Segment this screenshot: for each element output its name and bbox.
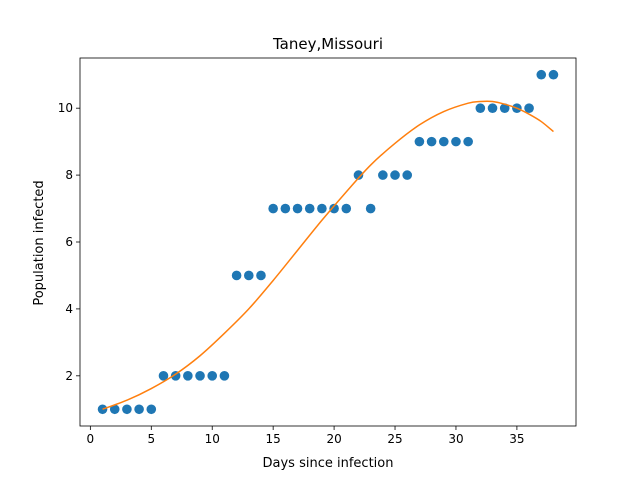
data-point <box>536 69 547 80</box>
data-point <box>414 136 425 147</box>
data-point <box>390 170 400 180</box>
data-point <box>256 270 266 281</box>
x-tick-label: 10 <box>205 432 220 446</box>
x-tick-label: 25 <box>387 432 402 446</box>
y-tick-label: 4 <box>65 302 73 316</box>
data-point <box>341 203 352 214</box>
data-point <box>353 170 364 180</box>
y-axis-label: Population infected <box>32 180 47 305</box>
x-tick-label: 5 <box>147 432 155 446</box>
data-point <box>134 404 144 415</box>
data-point <box>122 404 132 415</box>
data-point <box>378 170 388 180</box>
data-point <box>219 371 230 381</box>
data-point <box>463 136 473 147</box>
data-point <box>451 136 461 147</box>
data-point <box>146 404 157 415</box>
data-point <box>426 136 437 147</box>
axes-frame <box>79 57 577 427</box>
data-point <box>438 136 449 147</box>
data-point <box>280 203 291 214</box>
data-point <box>304 203 315 214</box>
data-point <box>183 371 193 381</box>
x-tick-label: 20 <box>326 432 341 446</box>
x-tick-label: 15 <box>266 432 281 446</box>
x-axis-label: Days since infection <box>263 456 394 471</box>
data-point <box>487 103 498 113</box>
y-tick-label: 8 <box>65 168 73 182</box>
data-point <box>231 270 242 281</box>
data-point <box>207 371 218 381</box>
data-point <box>97 404 108 415</box>
data-point <box>268 203 278 214</box>
data-point <box>158 371 169 381</box>
y-tick-label: 6 <box>65 235 73 249</box>
x-tick-label: 30 <box>448 432 463 446</box>
x-tick-label: 35 <box>509 432 524 446</box>
data-point <box>243 270 254 281</box>
chart-title: Taney,Missouri <box>272 35 383 53</box>
data-point <box>524 103 534 113</box>
data-point <box>402 170 413 180</box>
x-tick-label: 0 <box>87 432 95 446</box>
y-tick-label: 10 <box>58 101 73 115</box>
data-point <box>292 203 303 214</box>
y-tick-label: 2 <box>65 369 73 383</box>
data-point <box>548 69 559 80</box>
data-point <box>109 404 120 415</box>
plot-area: 0 5 10 15 20 25 30 35 2 4 6 8 10 <box>58 57 577 446</box>
fit-line <box>102 100 554 410</box>
data-point <box>317 203 327 214</box>
data-point <box>365 203 376 214</box>
data-point <box>329 203 339 214</box>
data-point <box>475 103 486 113</box>
data-point <box>195 371 205 381</box>
data-point <box>499 103 510 113</box>
